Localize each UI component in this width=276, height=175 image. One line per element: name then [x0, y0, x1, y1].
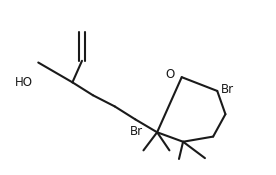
Text: Br: Br — [130, 125, 143, 138]
Text: O: O — [166, 68, 175, 81]
Text: HO: HO — [15, 76, 33, 89]
Text: Br: Br — [221, 83, 234, 96]
